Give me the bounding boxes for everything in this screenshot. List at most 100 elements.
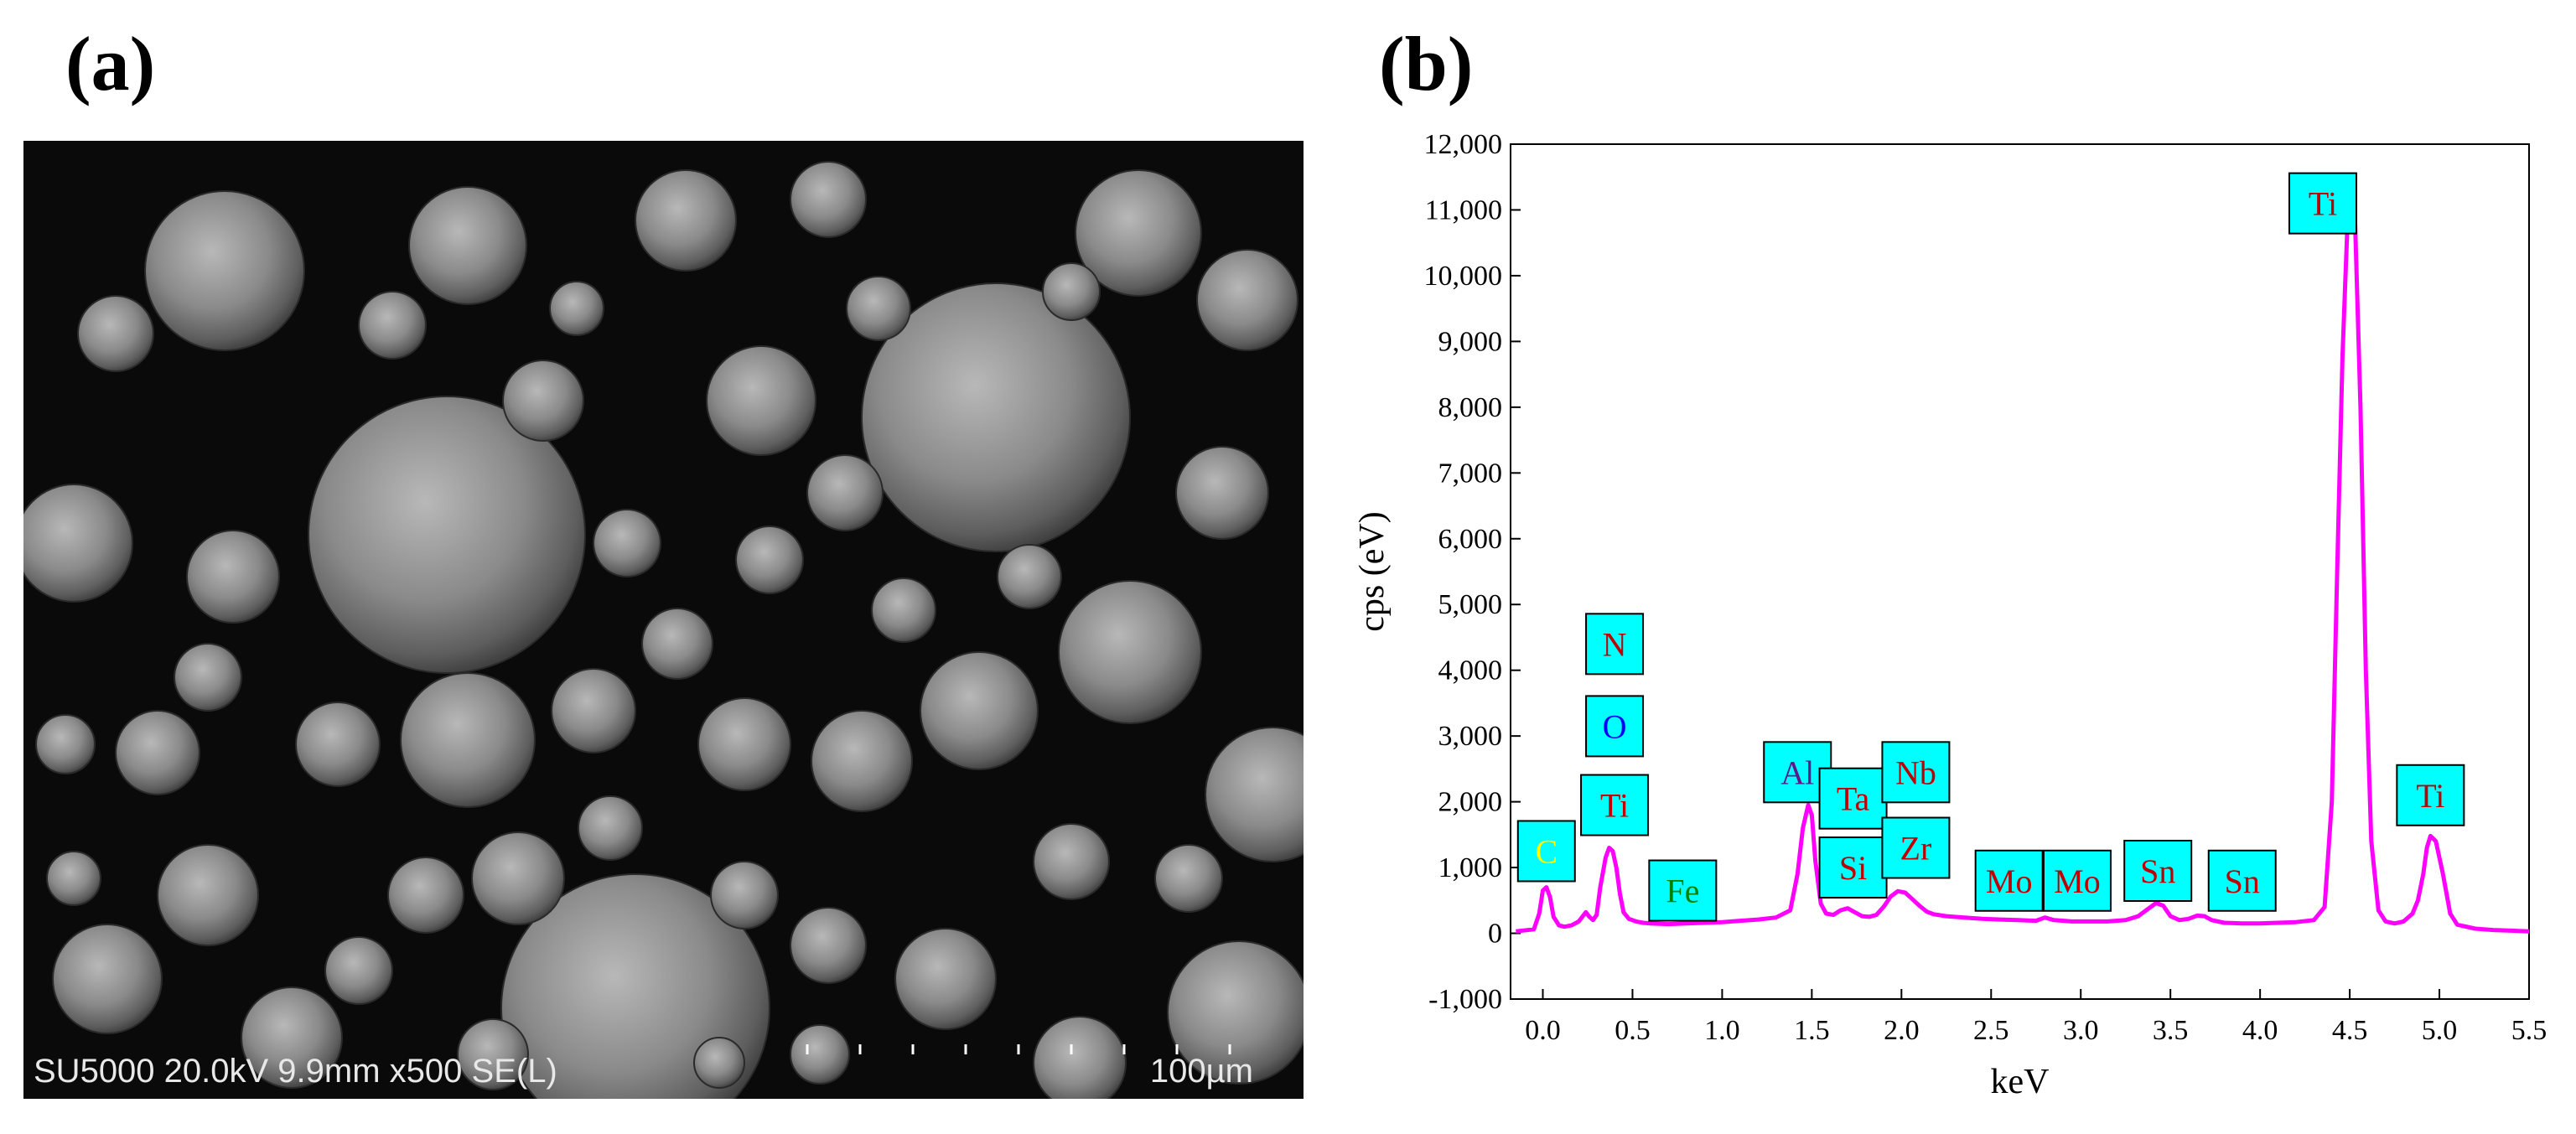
sem-particle	[77, 295, 154, 372]
sem-particle	[35, 714, 96, 774]
sem-particle	[806, 454, 884, 531]
peak-label-box	[1580, 774, 1650, 836]
y-tick-label: -1,000	[1428, 984, 1502, 1015]
peak-label-box	[2288, 172, 2358, 235]
peak-label: Si	[1818, 836, 1888, 899]
sem-particle	[735, 526, 804, 594]
sem-particle	[157, 844, 259, 946]
peak-label: Ti	[2288, 172, 2358, 235]
plot-frame	[1510, 143, 2530, 1000]
peak-label-text: O	[1603, 707, 1627, 745]
peak-label: Ta	[1818, 767, 1888, 830]
sem-particle	[693, 1037, 745, 1089]
x-axis-title: keV	[1991, 1063, 2050, 1101]
peak-label-box	[1818, 767, 1888, 830]
x-tick-label: 5.5	[2511, 1015, 2547, 1046]
peak-label: N	[1585, 613, 1645, 676]
sem-particle	[1042, 262, 1101, 321]
x-tick-label: 4.0	[2242, 1015, 2278, 1046]
sem-particle	[387, 857, 464, 934]
sem-particle	[1033, 1016, 1127, 1099]
sem-particle	[551, 668, 636, 753]
peak-label: Fe	[1648, 859, 1718, 922]
sem-particle	[1205, 727, 1304, 862]
peak-label-text: Zr	[1900, 830, 1932, 867]
sem-micrograph: SU5000 20.0kV 9.9mm x500 SE(L) 100µm	[23, 141, 1304, 1099]
sem-particle	[920, 651, 1039, 770]
y-tick-label: 12,000	[1424, 129, 1503, 160]
peak-label: Sn	[2123, 840, 2193, 902]
scale-bar-ticks	[806, 1044, 1231, 1054]
x-tick-label: 2.5	[1973, 1015, 2009, 1046]
sem-particle	[408, 186, 527, 305]
spectrum-series-line	[1516, 188, 2530, 934]
peak-label-text: Fe	[1666, 873, 1699, 910]
sem-particle	[308, 396, 586, 674]
panel-b-label: (b)	[1379, 21, 1474, 106]
peak-label-box	[1974, 849, 2044, 912]
y-tick-label: 7,000	[1438, 458, 1503, 489]
sem-particle	[578, 795, 643, 861]
peak-label-text: N	[1603, 625, 1627, 663]
peak-label-box	[1585, 613, 1645, 676]
sem-particle	[1154, 844, 1223, 913]
sem-particle	[23, 484, 133, 603]
peak-label-text: Ti	[2309, 185, 2337, 223]
sem-particle	[457, 1018, 529, 1090]
sem-particle	[593, 509, 661, 577]
x-tick-label: 3.5	[2153, 1015, 2189, 1046]
sem-particle	[997, 544, 1062, 609]
peak-label-box	[2396, 764, 2465, 826]
sem-particle	[871, 577, 936, 643]
sem-particle	[144, 190, 305, 351]
y-tick-label: 10,000	[1424, 261, 1503, 292]
y-tick-label: 8,000	[1438, 392, 1503, 423]
peak-label-text: Sn	[2140, 852, 2175, 890]
sem-particle	[186, 530, 280, 624]
peak-label-box	[2207, 849, 2277, 912]
peak-label: Ti	[1580, 774, 1650, 836]
sem-info-text: SU5000 20.0kV 9.9mm x500 SE(L)	[34, 1053, 557, 1090]
sem-particle	[400, 672, 536, 808]
y-axis-title: cps (eV)	[1353, 511, 1392, 631]
peak-label-box	[1881, 816, 1951, 879]
x-tick-label: 5.0	[2422, 1015, 2458, 1046]
y-tick-label: 11,000	[1425, 194, 1502, 225]
y-tick-label: 2,000	[1438, 787, 1503, 818]
eds-spectrum-chart: -1,000 0 1,000 2,000 3,000 4,000 5,000 6,000 7,0…	[1353, 129, 2547, 1101]
sem-particle	[790, 161, 867, 238]
sem-particle	[1196, 249, 1298, 351]
x-tick-label: 0.5	[1615, 1015, 1651, 1046]
x-tick-label: 1.0	[1704, 1015, 1740, 1046]
peak-label-box	[1881, 741, 1951, 804]
sem-particle	[1167, 940, 1304, 1085]
sem-powder-particles	[23, 161, 1304, 1099]
sem-particle	[697, 697, 791, 791]
y-axis-ticks: -1,000 0 1,000 2,000 3,000 4,000 5,000 6,000 7,0…	[1424, 129, 1521, 1015]
peak-label: Nb	[1881, 741, 1951, 804]
panel-a-label: (a)	[65, 21, 156, 106]
sem-particle	[1058, 580, 1202, 724]
peak-label: Ti	[2396, 764, 2465, 826]
sem-particle	[894, 928, 997, 1030]
x-tick-label: 0.0	[1525, 1015, 1561, 1046]
sem-particle	[790, 907, 867, 984]
peak-label-text: Sn	[2225, 862, 2260, 900]
peak-label-text: C	[1535, 832, 1558, 870]
sem-particle	[502, 360, 584, 442]
sem-particle	[641, 608, 713, 680]
peak-label: Mo	[1974, 849, 2044, 912]
sem-particle	[295, 702, 381, 787]
sem-particle	[811, 710, 913, 812]
peak-label-box	[1516, 820, 1576, 883]
sem-particle	[358, 291, 427, 360]
peak-labels: C N O Ti Fe Al Ta Si Nb Zr Mo Mo Sn Sn Ti Ti	[1516, 172, 2465, 922]
peak-label-text: Ti	[1600, 787, 1629, 825]
sem-particle	[846, 276, 911, 341]
peak-label: Sn	[2207, 849, 2277, 912]
sem-particle	[635, 169, 737, 272]
x-tick-label: 3.0	[2063, 1015, 2099, 1046]
scale-bar-label: 100µm	[1149, 1053, 1253, 1090]
y-tick-label: 1,000	[1438, 852, 1503, 883]
sem-particle	[500, 873, 770, 1099]
